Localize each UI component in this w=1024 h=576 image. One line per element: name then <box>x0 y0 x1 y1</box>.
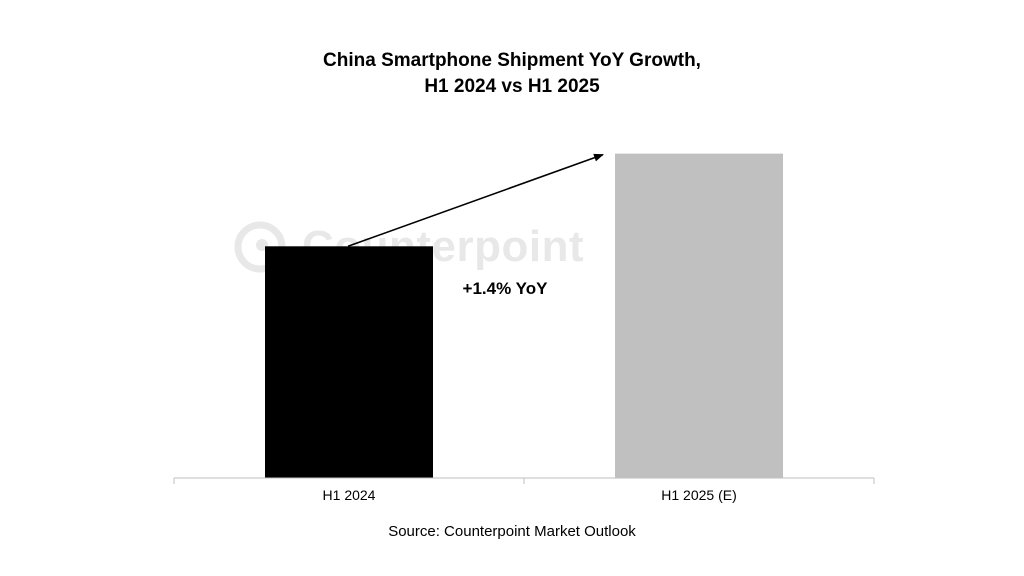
chart-title-line-2: H1 2024 vs H1 2025 <box>424 76 600 97</box>
source-note: Source: Counterpoint Market Outlook <box>388 523 636 540</box>
bar-h1-2024 <box>265 246 433 478</box>
bar-h1-2025-e <box>615 153 783 478</box>
growth-arrow <box>347 153 604 248</box>
chart-title: China Smartphone Shipment YoY Growth, H1… <box>0 48 1024 100</box>
growth-annotation: +1.4% YoY <box>463 279 549 298</box>
x-tick-label: H1 2024 <box>323 487 376 503</box>
x-tick-label: H1 2025 (E) <box>661 487 736 503</box>
chart-title-line-1: China Smartphone Shipment YoY Growth, <box>323 50 701 71</box>
